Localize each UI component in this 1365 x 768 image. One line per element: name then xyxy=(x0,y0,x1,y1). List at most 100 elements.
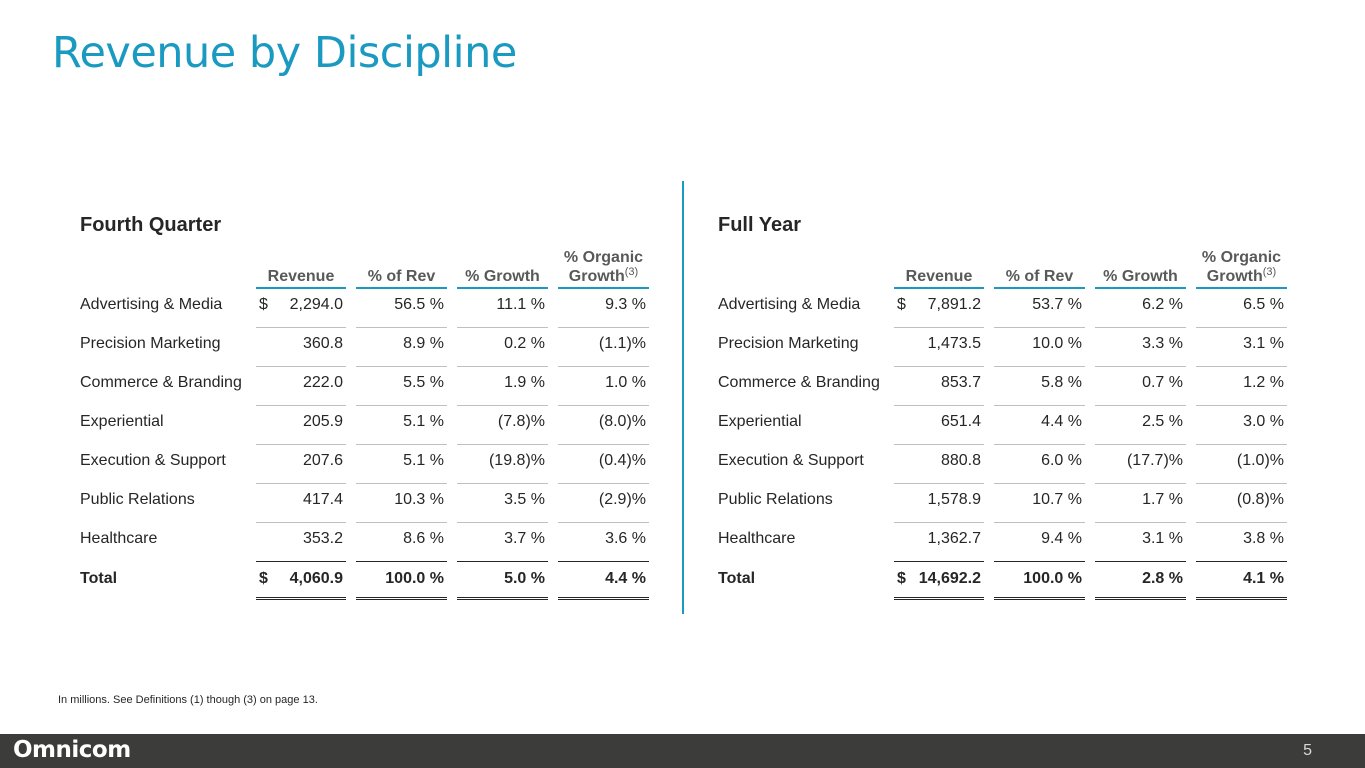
cell-value: 6.2 % xyxy=(1142,296,1183,313)
organic-growth-cell: 3.6 % xyxy=(558,523,649,562)
table-row: Advertising & Media $7,891.2 53.7 % 6.2 % 6.… xyxy=(718,289,1287,328)
organic-growth-cell: (2.9)% xyxy=(558,484,649,523)
discipline-label: Commerce & Branding xyxy=(718,374,880,391)
cell-value: 53.7 % xyxy=(1032,296,1082,313)
table-row: Commerce & Branding 222.0 5.5 % 1.9 % 1.0 % xyxy=(80,367,649,406)
cell-value: 1.9 % xyxy=(504,374,545,391)
discipline-label: Total xyxy=(80,570,118,587)
cell-value: (7.8)% xyxy=(497,413,545,430)
cell-value: 3.1 % xyxy=(1243,335,1284,352)
footnote-ref: (3) xyxy=(1262,266,1277,278)
cell-value: 1.7 % xyxy=(1142,491,1183,508)
cell-value: 8.6 % xyxy=(403,530,444,547)
total-row: Total $4,060.9 100.0 % 5.0 % 4.4 % xyxy=(80,562,649,600)
table-body: Advertising & Media $7,891.2 53.7 % 6.2 % 6.… xyxy=(718,289,1287,600)
cell-value: 3.1 % xyxy=(1142,530,1183,547)
revenue-cell: 222.0 xyxy=(256,367,346,406)
revenue-cell: $4,060.9 xyxy=(256,562,346,600)
growth-cell: (19.8)% xyxy=(457,445,548,484)
cell-value: (0.4)% xyxy=(598,452,646,469)
discipline-label: Commerce & Branding xyxy=(80,374,242,391)
discipline-label: Advertising & Media xyxy=(718,296,861,313)
currency-symbol: $ xyxy=(897,296,906,313)
pct-rev-cell: 100.0 % xyxy=(994,562,1085,600)
cell-value: 3.5 % xyxy=(504,491,545,508)
revenue-cell: $14,692.2 xyxy=(894,562,984,600)
cell-value: 5.1 % xyxy=(403,452,444,469)
pct-rev-cell: 5.8 % xyxy=(994,367,1085,406)
cell-value: (19.8)% xyxy=(488,452,545,469)
table-row: Public Relations 1,578.9 10.7 % 1.7 % (0.8)% xyxy=(718,484,1287,523)
pct-rev-cell: 53.7 % xyxy=(994,289,1085,328)
discipline-label: Execution & Support xyxy=(718,452,864,469)
organic-growth-cell: (0.8)% xyxy=(1196,484,1287,523)
header-pct-growth: % Growth xyxy=(457,243,548,289)
page-number: 5 xyxy=(1303,742,1312,759)
footnote-ref: (3) xyxy=(624,266,639,278)
growth-cell: 1.7 % xyxy=(1095,484,1186,523)
growth-cell: 3.1 % xyxy=(1095,523,1186,562)
pct-rev-cell: 56.5 % xyxy=(356,289,447,328)
cell-value: 222.0 xyxy=(302,374,343,391)
table-row: Healthcare 353.2 8.6 % 3.7 % 3.6 % xyxy=(80,523,649,562)
header-revenue: Revenue xyxy=(894,243,984,289)
growth-cell: 1.9 % xyxy=(457,367,548,406)
page-title: Revenue by Discipline xyxy=(52,28,517,78)
organic-growth-cell: 1.0 % xyxy=(558,367,649,406)
cell-value: 353.2 xyxy=(302,530,343,547)
footer-bar: Omnicom 5 xyxy=(0,734,1365,768)
organic-growth-cell: 9.3 % xyxy=(558,289,649,328)
cell-value: 880.8 xyxy=(940,452,981,469)
fourth-quarter-table: Fourth Quarter Revenue % of Rev % Growth… xyxy=(80,210,649,600)
cell-value: 0.7 % xyxy=(1142,374,1183,391)
cell-value: 6.5 % xyxy=(1243,296,1284,313)
cell-value: 3.6 % xyxy=(605,530,646,547)
growth-cell: 2.5 % xyxy=(1095,406,1186,445)
organic-growth-cell: (1.0)% xyxy=(1196,445,1287,484)
revenue-cell: $2,294.0 xyxy=(256,289,346,328)
cell-value: 5.1 % xyxy=(403,413,444,430)
cell-value: 14,692.2 xyxy=(918,570,981,587)
revenue-cell: 353.2 xyxy=(256,523,346,562)
total-row: Total $14,692.2 100.0 % 2.8 % 4.1 % xyxy=(718,562,1287,600)
revenue-cell: 207.6 xyxy=(256,445,346,484)
cell-value: 11.1 % xyxy=(496,296,545,313)
cell-value: 3.0 % xyxy=(1243,413,1284,430)
growth-cell: (17.7)% xyxy=(1095,445,1186,484)
cell-value: 0.2 % xyxy=(504,335,545,352)
revenue-cell: 360.8 xyxy=(256,328,346,367)
pct-rev-cell: 5.1 % xyxy=(356,406,447,445)
table-row: Experiential 651.4 4.4 % 2.5 % 3.0 % xyxy=(718,406,1287,445)
revenue-cell: $7,891.2 xyxy=(894,289,984,328)
growth-cell: 3.3 % xyxy=(1095,328,1186,367)
table-header: Revenue % of Rev % Growth % Organic Grow… xyxy=(718,243,1287,289)
discipline-label: Advertising & Media xyxy=(80,296,223,313)
cell-value: 207.6 xyxy=(302,452,343,469)
cell-value: 2.8 % xyxy=(1142,570,1183,587)
discipline-label: Experiential xyxy=(718,413,802,430)
discipline-label: Precision Marketing xyxy=(80,335,221,352)
cell-value: 9.4 % xyxy=(1041,530,1082,547)
cell-value: 10.3 % xyxy=(394,491,444,508)
cell-value: 1,578.9 xyxy=(927,491,981,508)
pct-rev-cell: 100.0 % xyxy=(356,562,447,600)
cell-value: (0.8)% xyxy=(1236,491,1284,508)
table-row: Healthcare 1,362.7 9.4 % 3.1 % 3.8 % xyxy=(718,523,1287,562)
organic-growth-cell: 6.5 % xyxy=(1196,289,1287,328)
table-row: Precision Marketing 360.8 8.9 % 0.2 % (1.1)% xyxy=(80,328,649,367)
discipline-label: Public Relations xyxy=(80,491,195,508)
organic-growth-cell: (8.0)% xyxy=(558,406,649,445)
table-row: Public Relations 417.4 10.3 % 3.5 % (2.9)% xyxy=(80,484,649,523)
header-pct-growth: % Growth xyxy=(1095,243,1186,289)
discipline-label: Healthcare xyxy=(80,530,158,547)
cell-value: 4,060.9 xyxy=(289,570,343,587)
cell-value: 8.9 % xyxy=(403,335,444,352)
revenue-cell: 1,578.9 xyxy=(894,484,984,523)
cell-value: 417.4 xyxy=(302,491,343,508)
cell-value: 56.5 % xyxy=(394,296,444,313)
pct-rev-cell: 8.6 % xyxy=(356,523,447,562)
discipline-label: Healthcare xyxy=(718,530,796,547)
cell-value: 360.8 xyxy=(302,335,343,352)
growth-cell: 5.0 % xyxy=(457,562,548,600)
omnicom-logo: Omnicom xyxy=(13,737,131,763)
